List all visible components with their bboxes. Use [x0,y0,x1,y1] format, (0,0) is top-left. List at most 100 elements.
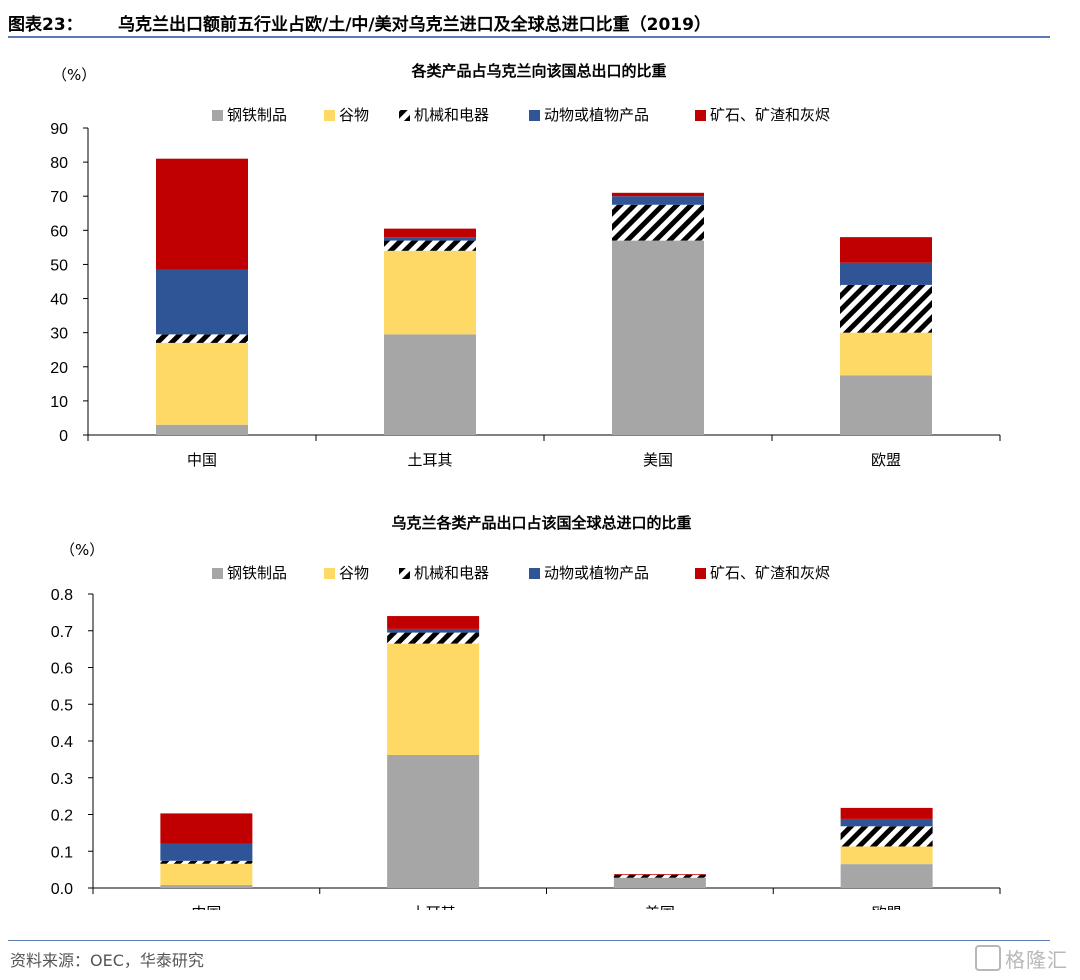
y-tick-label: 90 [50,121,68,138]
legend-item-steel: 钢铁制品 [212,564,287,582]
bar-animal_plant-土耳其 [387,628,480,633]
y-tick-label: 0.8 [51,587,73,604]
y-tick-label: 0.4 [51,734,73,751]
category-label-美国: 美国 [645,904,675,910]
legend-item-ore: 矿石、矿渣和灰烬 [695,564,830,582]
legend-label: 钢铁制品 [227,106,287,124]
bar-steel-土耳其 [387,754,480,888]
bar-animal_plant-美国 [612,196,704,205]
legend-item-machinery: 机械和电器 [399,106,489,124]
category-label-中国: 中国 [191,904,221,910]
legend-swatch [399,110,410,121]
legend-item-animal_plant: 动物或植物产品 [529,106,649,124]
category-label-美国: 美国 [643,451,673,469]
legend-item-steel: 钢铁制品 [212,106,287,124]
bar-grain-中国 [156,342,248,425]
bar-machinery-中国 [156,334,248,343]
legend-label: 谷物 [339,106,369,124]
figure-title: 乌克兰出口额前五行业占欧/土/中/美对乌克兰进口及全球总进口比重（2019） [118,15,711,35]
footer: 资料来源：OEC，华泰研究 [8,940,1050,970]
chart-title: 各类产品占乌克兰向该国总出口的比重 [410,62,666,80]
y-tick-label: 0.6 [51,661,73,678]
bar-grain-土耳其 [387,643,480,755]
legend-label: 谷物 [339,564,369,582]
legend-item-animal_plant: 动物或植物产品 [529,564,649,582]
bar-animal_plant-土耳其 [384,237,476,241]
legend-label: 钢铁制品 [227,564,287,582]
bar-grain-中国 [160,863,253,886]
legend-item-ore: 矿石、矿渣和灰烬 [695,106,830,124]
category-label-土耳其: 土耳其 [411,904,456,910]
legend-label: 矿石、矿渣和灰烬 [710,564,830,582]
legend-swatch [529,110,540,121]
y-tick-label: 30 [50,326,68,343]
bar-machinery-欧盟 [840,284,932,333]
legend-item-grain: 谷物 [324,106,369,124]
bar-ore-土耳其 [384,228,476,238]
legend-label: 机械和电器 [414,106,489,124]
bar-grain-欧盟 [840,332,932,376]
chart-import-share: 乌克兰各类产品出口占该国全球总进口的比重 （%） 钢铁制品 谷物 机械和电器 动物或植物产… [51,514,1001,910]
figure-number: 图表23： [8,15,83,35]
legend-swatch [399,568,410,579]
y-tick-label: 40 [50,292,68,309]
legend-item-machinery: 机械和电器 [399,564,489,582]
source-note: 资料来源：OEC，华泰研究 [10,951,204,970]
bar-ore-欧盟 [840,807,933,819]
y-tick-label: 80 [50,155,68,172]
bar-animal_plant-欧盟 [840,818,933,827]
bar-steel-中国 [156,424,248,435]
watermark-text: 格隆汇 [1005,948,1068,972]
legend-swatch [324,110,335,121]
y-tick-label: 20 [50,360,68,377]
y-tick-label: 70 [50,189,68,206]
y-tick-label: 0.7 [51,624,73,641]
watermark: 格隆汇 [975,944,1068,973]
legend-label: 动物或植物产品 [544,564,649,582]
bar-steel-中国 [160,885,253,888]
bar-grain-欧盟 [840,846,933,865]
bar-ore-欧盟 [840,237,932,263]
y-tick-label: 0 [59,428,68,445]
bar-steel-欧盟 [840,864,933,888]
bar-machinery-土耳其 [384,240,476,251]
y-tick-label: 0.1 [51,844,73,861]
legend-swatch [212,110,223,121]
legend-swatch [212,568,223,579]
bar-animal_plant-欧盟 [840,262,932,285]
bar-ore-中国 [160,813,253,844]
unit-label: （%） [60,541,104,559]
category-label-中国: 中国 [187,451,217,469]
y-tick-label: 50 [50,257,68,274]
bar-machinery-中国 [160,860,253,864]
watermark-logo-icon [975,945,1001,971]
category-label-欧盟: 欧盟 [872,904,902,910]
bar-machinery-美国 [613,874,706,878]
y-tick-label: 0.3 [51,771,73,788]
bar-steel-美国 [613,877,706,888]
bar-ore-美国 [613,874,706,875]
category-label-欧盟: 欧盟 [871,451,901,469]
legend-swatch [695,568,706,579]
bar-ore-美国 [612,192,704,197]
legend-label: 矿石、矿渣和灰烬 [710,106,830,124]
y-tick-label: 0.2 [51,808,73,825]
bar-animal_plant-中国 [156,269,248,335]
bar-machinery-美国 [612,204,704,241]
bar-steel-土耳其 [384,334,476,435]
y-tick-label: 60 [50,223,68,240]
bar-steel-欧盟 [840,375,932,435]
legend-swatch [529,568,540,579]
legend-label: 动物或植物产品 [544,106,649,124]
bar-ore-中国 [156,158,248,270]
bar-steel-美国 [612,240,704,435]
chart-export-share: 各类产品占乌克兰向该国总出口的比重 （%） 钢铁制品 谷物 机械和电器 动物或植物产品 矿石… [50,62,1001,469]
legend-item-grain: 谷物 [324,564,369,582]
bar-animal_plant-中国 [160,843,253,861]
bar-grain-土耳其 [384,250,476,335]
y-tick-label: 0.5 [51,697,73,714]
bar-machinery-土耳其 [387,632,480,644]
unit-label: （%） [52,66,96,84]
y-tick-label: 0.0 [51,881,73,898]
figure-header: 图表23： 乌克兰出口额前五行业占欧/土/中/美对乌克兰进口及全球总进口比重（2… [8,6,1050,38]
